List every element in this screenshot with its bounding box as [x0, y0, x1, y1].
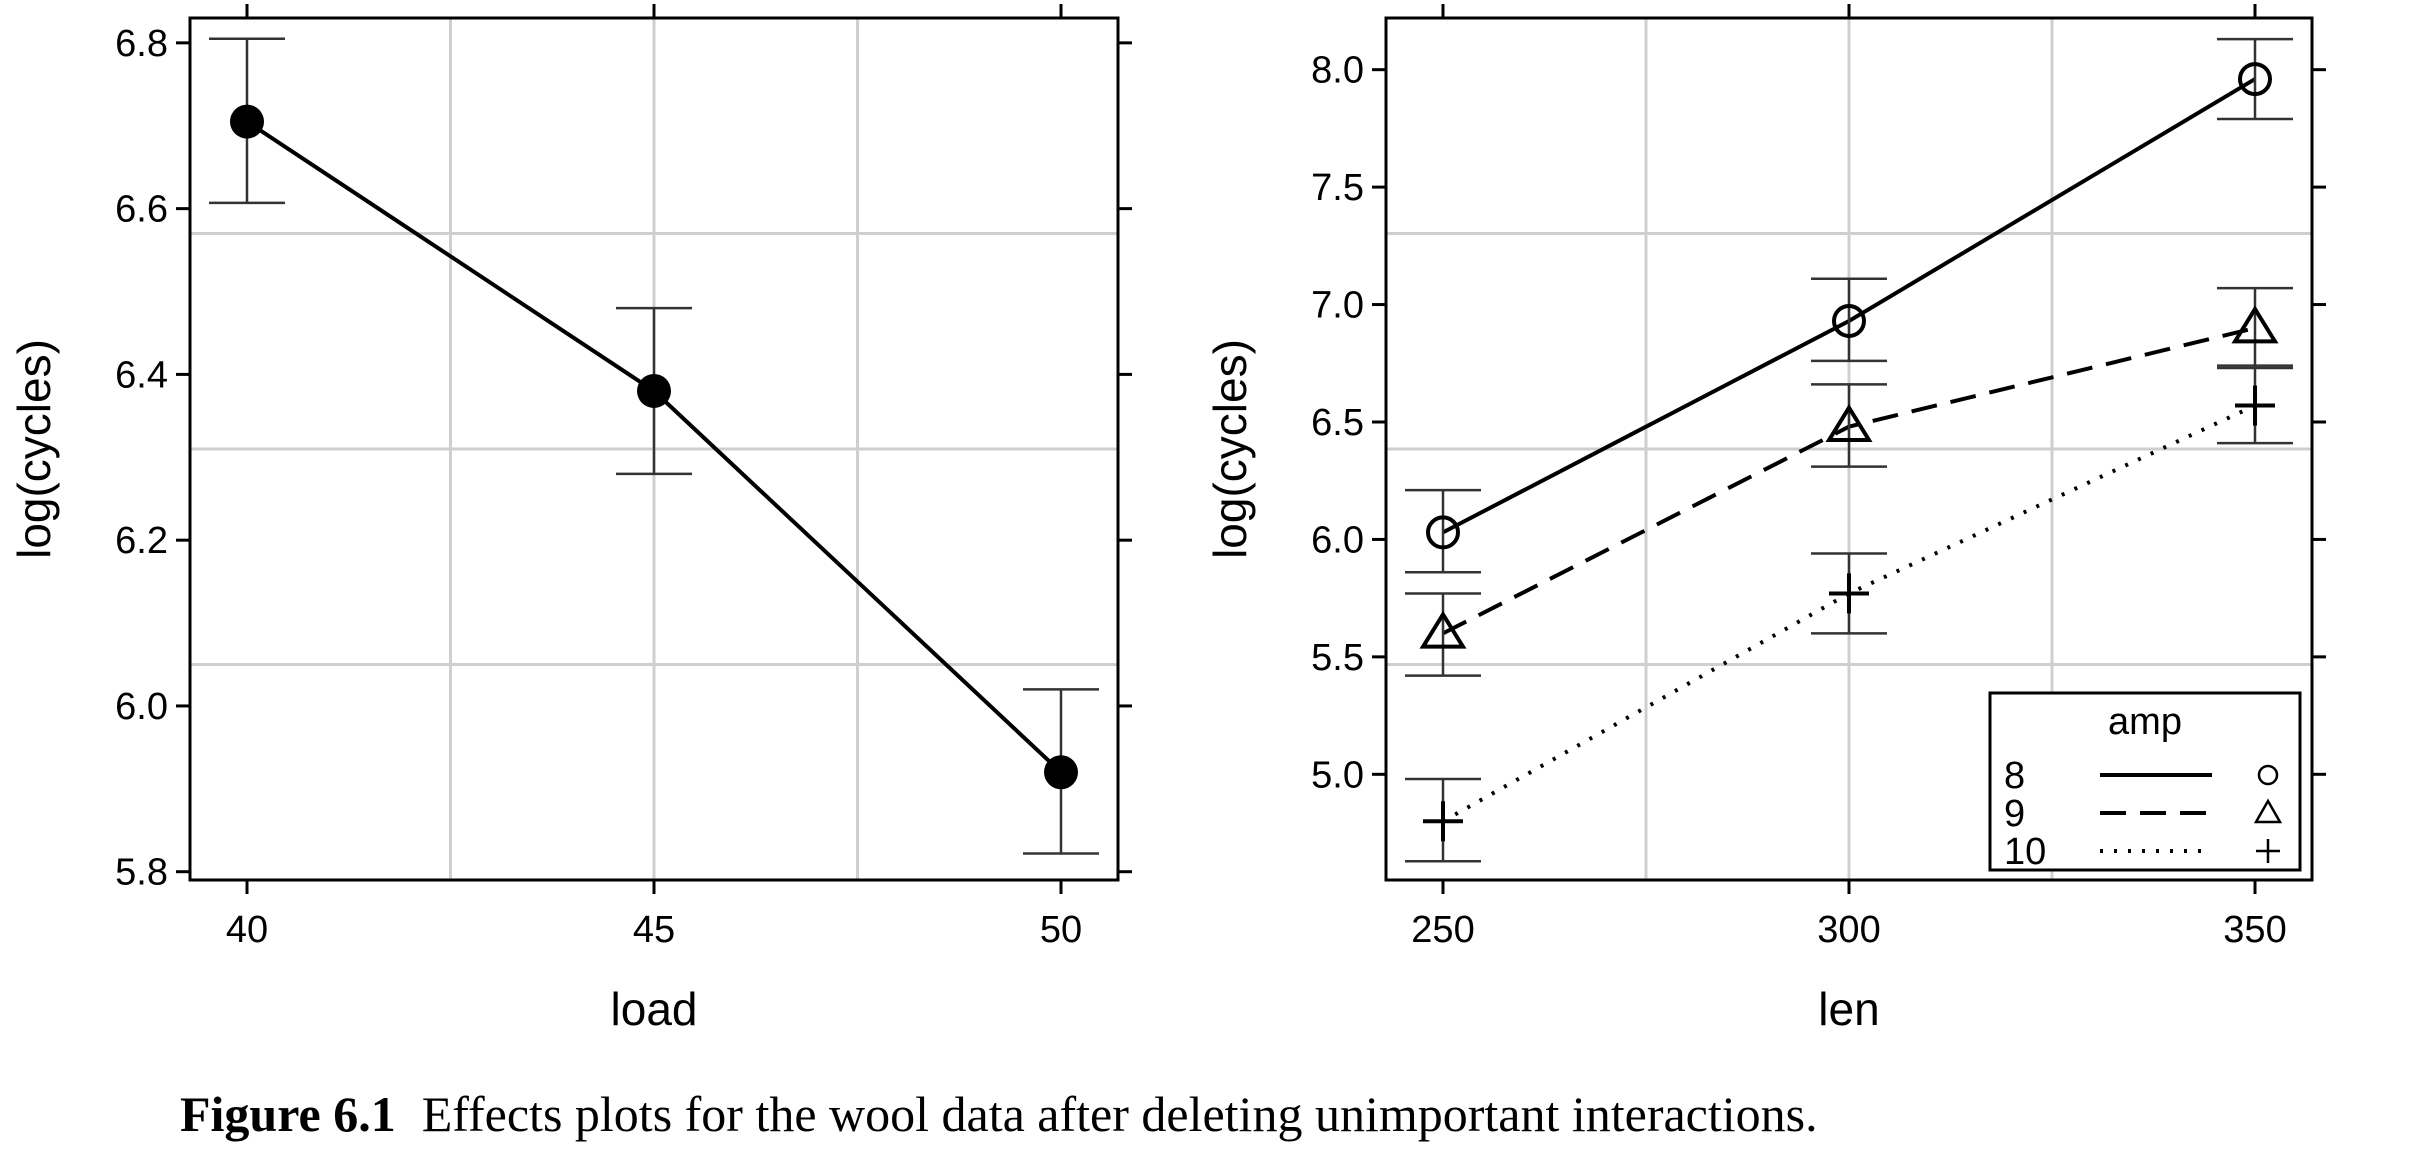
- y-tick-label: 5.5: [1311, 637, 1364, 679]
- error-bar: [1405, 488, 1481, 574]
- legend-entry-label: 10: [2004, 831, 2046, 873]
- data-point: [1419, 610, 1467, 649]
- x-axis-label: load: [611, 983, 698, 1035]
- caption-label: Figure 6.1: [180, 1086, 396, 1142]
- error-bar: [2217, 286, 2293, 370]
- y-tick-label: 6.4: [115, 354, 168, 396]
- x-tick-label: 250: [1411, 909, 1474, 951]
- y-tick-label: 6.0: [1311, 519, 1364, 561]
- data-point: [1426, 515, 1460, 550]
- y-tick-label: 5.0: [1311, 754, 1364, 796]
- y-axis-label: log(cycles): [1204, 339, 1256, 559]
- x-tick-label: 40: [226, 909, 268, 951]
- series-line: [1442, 403, 2256, 824]
- legend-entry-marker: [2256, 839, 2280, 863]
- figure: 5.86.06.26.46.66.840 45 50loadlog(cycles)5…: [8, 4, 2326, 1035]
- legend-entry-label: 8: [2004, 755, 2025, 797]
- error-bar: [1811, 383, 1887, 468]
- panel-2: 5.0 5.5 6.0 6.5 7.0 7.5 8.0 250 300 350 len log(cyc…: [1204, 4, 2326, 1035]
- data-point: [637, 373, 671, 408]
- data-point: [1832, 303, 1866, 338]
- y-tick-label: 5.8: [115, 852, 168, 894]
- data-point: [1423, 801, 1463, 842]
- y-tick-label: 6.2: [115, 520, 168, 562]
- y-tick-label: 7.0: [1311, 285, 1364, 327]
- data-point: [2238, 62, 2272, 97]
- error-bar: [1405, 592, 1481, 677]
- data-point: [2235, 385, 2275, 426]
- data-point: [230, 104, 264, 139]
- data-point: [1829, 573, 1869, 614]
- y-tick-label: 6.0: [115, 686, 168, 728]
- x-tick-label: 50: [1040, 909, 1082, 951]
- panel-1: 5.8 6.0 6.2 6.4 6.6 6.8 40 45 50 load log(cycles): [8, 4, 1132, 1035]
- y-tick-label: 6.6: [115, 189, 168, 231]
- y-tick-label: 6.5: [1311, 402, 1364, 444]
- error-bar: [1811, 277, 1887, 363]
- x-axis-label: len: [1818, 983, 1879, 1035]
- caption-text: Effects plots for the wool data after de…: [421, 1086, 1818, 1142]
- x-tick-label: 300: [1817, 909, 1880, 951]
- legend-title: amp: [2108, 701, 2182, 743]
- y-tick-label: 6.8: [115, 23, 168, 65]
- legend-entry-marker: [2253, 798, 2283, 824]
- legend-entry-marker: [2257, 764, 2279, 786]
- legend-entry-label: 9: [2004, 793, 2025, 835]
- data-point: [1044, 755, 1078, 790]
- series-8: [1405, 37, 2293, 574]
- y-tick-label: 7.5: [1311, 167, 1364, 209]
- series-1: [209, 37, 1099, 855]
- error-bar: [2217, 37, 2293, 121]
- figure-caption: Figure 6.1 Effects plots for the wool dat…: [180, 1085, 2380, 1143]
- legend-box: [1988, 691, 2302, 872]
- x-tick-label: 350: [2223, 909, 2286, 951]
- y-tick-label: 8.0: [1311, 50, 1364, 92]
- x-tick-label: 45: [633, 909, 675, 951]
- data-point: [2231, 305, 2279, 344]
- y-axis-label: log(cycles): [8, 339, 60, 559]
- series-10: [1405, 364, 2293, 863]
- data-point: [1825, 403, 1873, 442]
